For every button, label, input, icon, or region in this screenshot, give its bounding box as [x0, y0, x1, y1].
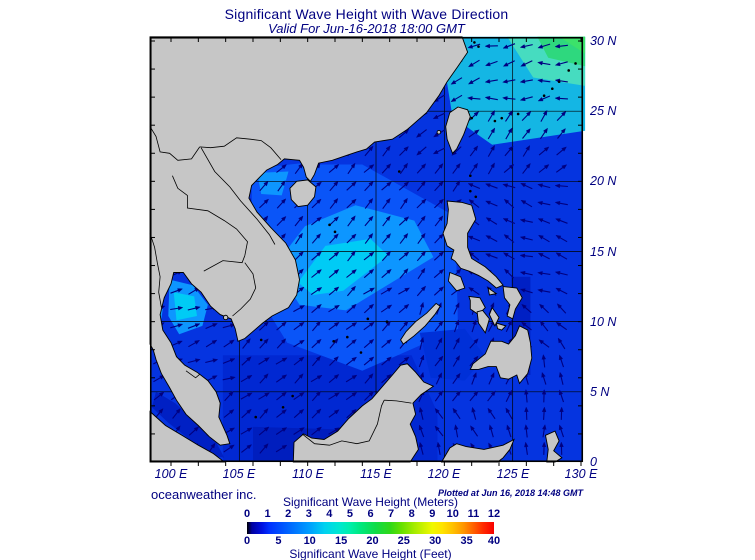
wave-height-patch-sulu-sea-medium	[419, 328, 486, 381]
page-title: Significant Wave Height with Wave Direct…	[224, 6, 509, 22]
longitude-label: 115 E	[360, 467, 392, 481]
valid-time-subtitle: Valid For Jun-16-2018 18:00 GMT	[268, 21, 465, 36]
wave-height-patch-strait-of-malacca-dark	[151, 391, 225, 458]
legend-meters-title: Significant Wave Height (Meters)	[283, 495, 458, 509]
wave-height-patch-gulf-of-thailand-cyan	[173, 292, 197, 321]
land-masses	[149, 36, 563, 463]
meters-tick-label: 3	[305, 508, 312, 520]
longitude-label: 100 E	[154, 467, 188, 481]
latitude-label: 25 N	[590, 104, 617, 118]
feet-tick-label: 5	[275, 535, 282, 547]
wave-height-patch-gulf-of-tonkin-light	[257, 171, 289, 196]
latitude-label: 30 N	[590, 34, 617, 48]
wave-height-colorbar	[247, 522, 494, 534]
wave-height-map	[149, 36, 586, 466]
meters-tick-label: 7	[388, 508, 395, 520]
meters-tick-label: 8	[408, 508, 415, 520]
meters-tick-label: 0	[243, 508, 251, 520]
feet-tick-label: 0	[243, 535, 251, 547]
meters-tick-label: 4	[326, 508, 333, 520]
longitude-label: 130 E	[564, 467, 598, 481]
mainland-asia	[149, 36, 469, 446]
plotted-at-timestamp: Plotted at Jun 16, 2018 14:48 GMT	[437, 488, 583, 498]
feet-tick-label: 10	[303, 535, 316, 547]
meters-tick-label: 1	[264, 508, 271, 520]
longitude-label: 110 E	[292, 467, 324, 481]
meters-tick-label: 2	[285, 508, 292, 520]
feet-tick-label: 25	[397, 535, 410, 547]
meters-tick-label: 9	[429, 508, 436, 520]
meters-tick-label: 11	[467, 508, 480, 520]
longitude-label: 125 E	[496, 467, 530, 481]
latitude-label: 0	[590, 455, 597, 469]
feet-tick-label: 15	[334, 535, 348, 547]
legend-feet-title: Significant Wave Height (Feet)	[289, 547, 452, 560]
feet-tick-label: 35	[460, 535, 473, 547]
feet-tick-label: 30	[429, 535, 442, 547]
latitude-label: 5 N	[590, 385, 610, 399]
meters-tick-label: 10	[446, 508, 459, 520]
meters-tick-label: 12	[487, 508, 501, 520]
feet-tick-label: 20	[366, 535, 379, 547]
latitude-label: 20 N	[590, 174, 617, 188]
oceanweather-credit: oceanweather inc.	[151, 487, 257, 502]
latitude-label: 10 N	[590, 315, 617, 329]
longitude-label: 120 E	[427, 467, 461, 481]
meters-tick-label: 5	[346, 508, 353, 520]
latitude-label: 15 N	[590, 245, 617, 259]
longitude-label: 105 E	[222, 467, 256, 481]
country-borders	[149, 126, 412, 446]
meters-tick-label: 6	[367, 508, 374, 520]
feet-tick-label: 40	[487, 535, 501, 547]
